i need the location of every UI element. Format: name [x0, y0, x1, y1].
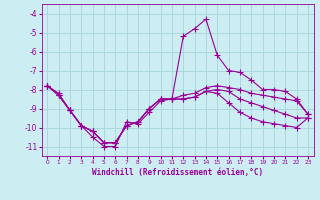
X-axis label: Windchill (Refroidissement éolien,°C): Windchill (Refroidissement éolien,°C) [92, 168, 263, 177]
